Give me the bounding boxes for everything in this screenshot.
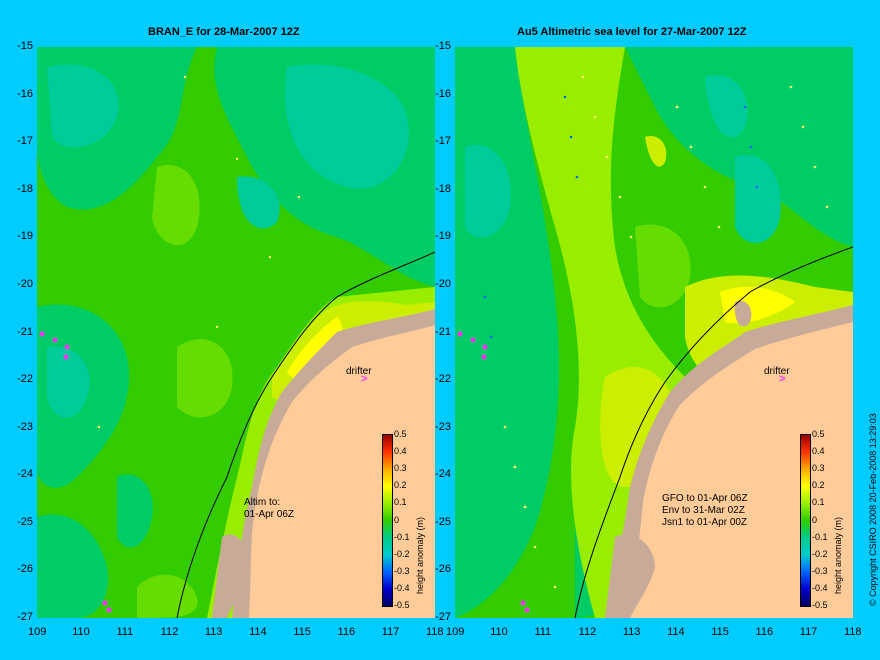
right-colorbar bbox=[800, 434, 811, 607]
left-colorbar bbox=[382, 434, 393, 607]
left-x-tick-label: 117 bbox=[381, 626, 400, 638]
right-map-field: > bbox=[455, 47, 853, 618]
left-panel-title: BRAN_E for 28-Mar-2007 12Z bbox=[148, 26, 300, 38]
left-x-tick-label: 114 bbox=[249, 626, 267, 638]
left-y-tick-label: -18 bbox=[17, 182, 33, 195]
copyright-notice: © Copyright CSIRO 2008 20-Feb-2008 13:29… bbox=[868, 413, 878, 606]
left-x-tick-label: 109 bbox=[28, 626, 47, 638]
right-y-tick-label: -16 bbox=[435, 87, 451, 100]
right-map: > bbox=[455, 47, 853, 618]
left-y-tick-label: -27 bbox=[17, 611, 33, 623]
right-colorbar-tick-label: 0.5 bbox=[812, 429, 825, 439]
left-colorbar-tick-label: -0.4 bbox=[394, 582, 410, 593]
left-x-tick-label: 110 bbox=[72, 626, 90, 638]
right-colorbar-tick-label: -0.2 bbox=[812, 548, 828, 559]
left-y-tick-label: -26 bbox=[17, 563, 33, 576]
right-drifter-label: drifter bbox=[764, 366, 790, 377]
right-satellite-note-line2: Env to 31-Mar 02Z bbox=[662, 505, 745, 516]
right-colorbar-tick-label: 0.4 bbox=[812, 446, 825, 457]
left-x-tick-label: 116 bbox=[337, 626, 356, 638]
left-colorbar-tick-label: 0.5 bbox=[394, 429, 407, 439]
left-x-tick-label: 113 bbox=[204, 626, 223, 638]
left-colorbar-tick-label: -0.3 bbox=[394, 565, 410, 576]
right-y-tick-label: -20 bbox=[435, 277, 451, 290]
right-y-tick-label: -24 bbox=[435, 468, 451, 481]
left-colorbar-tick-label: 0.4 bbox=[394, 446, 407, 457]
right-y-tick-label: -27 bbox=[435, 611, 451, 623]
right-x-tick-label: 117 bbox=[799, 626, 818, 638]
right-x-tick-label: 109 bbox=[446, 626, 465, 638]
right-colorbar-tick-label: 0 bbox=[812, 514, 818, 525]
left-colorbar-tick-label: 0.1 bbox=[394, 497, 407, 508]
right-colorbar-tick-label: 0.1 bbox=[812, 497, 825, 508]
right-x-tick-label: 113 bbox=[622, 626, 641, 638]
left-x-tick-label: 111 bbox=[116, 626, 134, 638]
left-colorbar-tick-label: 0.2 bbox=[394, 480, 407, 491]
left-y-tick-label: -20 bbox=[17, 277, 33, 290]
right-colorbar-tick-label: -0.5 bbox=[812, 600, 828, 610]
left-y-tick-label: -25 bbox=[17, 515, 33, 528]
right-colorbar-tick-label: -0.3 bbox=[812, 565, 828, 576]
left-y-tick-label: -24 bbox=[17, 468, 33, 481]
right-y-tick-label: -17 bbox=[435, 135, 451, 148]
right-x-tick-label: 114 bbox=[667, 626, 685, 638]
left-colorbar-tick-label: -0.1 bbox=[394, 531, 410, 542]
left-altim-note-line2: 01-Apr 06Z bbox=[244, 509, 295, 520]
right-x-tick-label: 116 bbox=[755, 626, 774, 638]
left-colorbar-tick-label: 0.3 bbox=[394, 463, 407, 474]
left-x-tick-label: 118 bbox=[426, 626, 444, 638]
left-altim-note: Altim to: 01-Apr 06Z bbox=[244, 497, 294, 521]
right-x-tick-label: 115 bbox=[711, 626, 729, 638]
left-colorbar-tick-label: -0.5 bbox=[394, 600, 410, 610]
right-y-tick-label: -18 bbox=[435, 182, 451, 195]
right-y-tick-label: -15 bbox=[435, 40, 451, 52]
left-altim-note-line1: Altim to: bbox=[244, 497, 281, 508]
left-drifter-arrow-icon: > bbox=[361, 373, 367, 385]
right-x-tick-label: 118 bbox=[844, 626, 862, 638]
right-y-tick-label: -21 bbox=[435, 325, 451, 338]
right-drifter-arrow-icon: > bbox=[779, 373, 785, 385]
right-panel-title: Au5 Altimetric sea level for 27-Mar-2007… bbox=[517, 26, 747, 38]
left-y-tick-label: -15 bbox=[17, 40, 33, 52]
right-colorbar-title: height anomaly (m) bbox=[833, 516, 843, 594]
left-y-tick-label: -23 bbox=[17, 420, 33, 433]
right-x-tick-label: 112 bbox=[578, 626, 597, 638]
left-map: > bbox=[37, 47, 435, 618]
left-map-field: > bbox=[37, 47, 435, 618]
right-satellite-note-line3: Jsn1 to 01-Apr 00Z bbox=[662, 517, 748, 528]
left-y-tick-label: -19 bbox=[17, 230, 33, 243]
right-y-tick-label: -19 bbox=[435, 230, 451, 243]
right-satellite-note: GFO to 01-Apr 06Z Env to 31-Mar 02Z Jsn1… bbox=[662, 493, 748, 529]
right-y-tick-label: -22 bbox=[435, 373, 451, 386]
left-y-tick-label: -16 bbox=[17, 87, 33, 100]
left-colorbar-tick-label: 0 bbox=[394, 514, 400, 525]
left-colorbar-tick-label: -0.2 bbox=[394, 548, 410, 559]
right-satellite-note-line1: GFO to 01-Apr 06Z bbox=[662, 493, 748, 504]
left-x-tick-label: 112 bbox=[160, 626, 179, 638]
left-drifter-label: drifter bbox=[346, 366, 372, 377]
right-y-tick-label: -26 bbox=[435, 563, 451, 576]
left-y-tick-label: -17 bbox=[17, 135, 33, 148]
left-colorbar-title: height anomaly (m) bbox=[415, 516, 425, 594]
left-y-tick-label: -21 bbox=[17, 325, 33, 338]
right-x-tick-label: 110 bbox=[490, 626, 508, 638]
right-colorbar-tick-label: 0.3 bbox=[812, 463, 825, 474]
left-x-tick-label: 115 bbox=[293, 626, 311, 638]
right-colorbar-tick-label: 0.2 bbox=[812, 480, 825, 491]
right-y-tick-label: -23 bbox=[435, 420, 451, 433]
right-y-tick-label: -25 bbox=[435, 515, 451, 528]
right-colorbar-tick-label: -0.1 bbox=[812, 531, 828, 542]
right-x-tick-label: 111 bbox=[534, 626, 552, 638]
left-y-tick-label: -22 bbox=[17, 373, 33, 386]
right-colorbar-tick-label: -0.4 bbox=[812, 582, 828, 593]
